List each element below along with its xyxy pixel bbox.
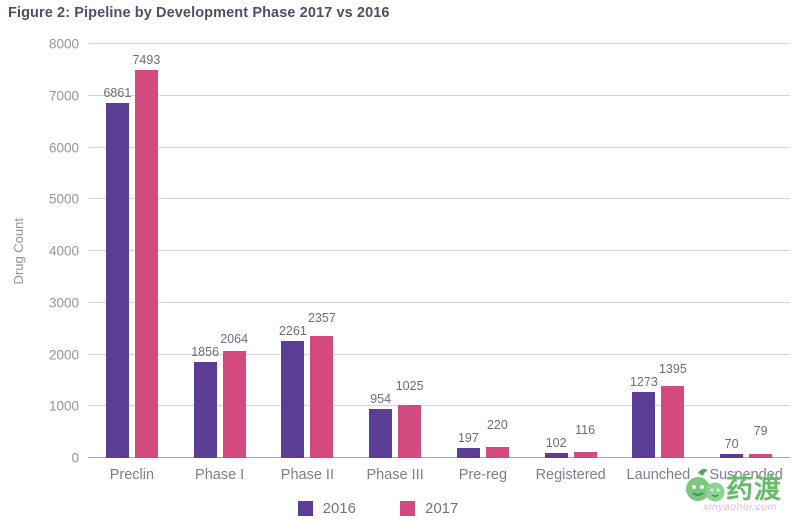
x-category-label-preclin: Preclin bbox=[109, 467, 155, 483]
legend-label-2017: 2017 bbox=[425, 500, 459, 517]
gridline bbox=[88, 353, 790, 355]
bar-2016-phase-i bbox=[193, 361, 217, 458]
watermark-mascot-icon bbox=[684, 467, 726, 512]
y-tick-label: 6000 bbox=[48, 140, 79, 155]
plot-area: 0 1000 2000 3000 4000 5000 6000 7000 8000 6861 749… bbox=[49, 37, 790, 483]
bar-2017-phase-iii bbox=[398, 404, 422, 458]
legend-item-2016: 2016 bbox=[297, 500, 356, 517]
y-tick-label: 7000 bbox=[48, 88, 79, 104]
value-label-2017-suspended: 79 bbox=[753, 424, 768, 439]
gridline bbox=[88, 405, 790, 407]
legend: 2016 2017 bbox=[0, 500, 778, 517]
value-label-2016-phase-iii: 954 bbox=[370, 391, 392, 406]
y-axis-label-wrap: Drug Count bbox=[6, 44, 30, 458]
y-tick-label: 1000 bbox=[48, 398, 79, 414]
value-label-2017-phase-ii: 2357 bbox=[307, 311, 336, 325]
y-tick-label: 2000 bbox=[48, 347, 79, 362]
gridline bbox=[88, 146, 790, 148]
watermark-row: 药渡 bbox=[684, 467, 782, 512]
y-tick-label: 3000 bbox=[48, 295, 79, 311]
value-label-2017-preclin: 7493 bbox=[132, 53, 161, 68]
legend-item-2017: 2017 bbox=[400, 500, 458, 517]
gridline bbox=[88, 250, 790, 251]
y-axis-label: Drug Count bbox=[10, 217, 26, 285]
gridline bbox=[88, 301, 790, 303]
value-label-2016-pre-reg: 197 bbox=[457, 430, 479, 445]
value-label-2017-launched: 1395 bbox=[658, 362, 687, 377]
y-tick-label: 8000 bbox=[48, 36, 79, 52]
gridline bbox=[88, 198, 790, 200]
x-category-label-suspended: Suspended bbox=[709, 467, 783, 483]
bar-2017-launched bbox=[661, 385, 685, 458]
x-category-label-registered: Registered bbox=[535, 467, 606, 483]
watermark: 药渡 xinyaohui.com bbox=[684, 467, 796, 515]
bar-2017-registered bbox=[573, 452, 597, 458]
value-label-2017-pre-reg: 220 bbox=[486, 417, 508, 432]
gridline bbox=[88, 43, 790, 44]
x-axis-line bbox=[88, 457, 790, 458]
value-label-2016-phase-ii: 2261 bbox=[278, 324, 307, 338]
bar-2017-phase-i bbox=[222, 351, 246, 458]
value-label-2016-preclin: 6861 bbox=[103, 85, 132, 100]
bar-2016-registered bbox=[544, 452, 568, 458]
chart-title: Figure 2: Pipeline by Development Phase … bbox=[8, 5, 390, 21]
legend-swatch-2016 bbox=[297, 501, 313, 516]
bar-2016-suspended bbox=[720, 454, 744, 458]
legend-label-2016: 2016 bbox=[322, 500, 356, 517]
bar-2017-preclin bbox=[134, 70, 158, 458]
legend-swatch-2017 bbox=[400, 501, 415, 516]
bar-2016-launched bbox=[632, 392, 656, 458]
y-tick-label: 0 bbox=[71, 450, 79, 466]
value-label-2016-registered: 102 bbox=[545, 435, 567, 450]
y-tick-label: 4000 bbox=[48, 243, 79, 259]
bar-2016-phase-iii bbox=[369, 408, 393, 458]
value-label-2017-registered: 116 bbox=[575, 422, 596, 437]
gridline bbox=[88, 94, 790, 96]
value-label-2017-phase-i: 2064 bbox=[220, 331, 249, 346]
x-category-label-phase-i: Phase I bbox=[195, 467, 245, 483]
x-category-label-phase-ii: Phase II bbox=[280, 467, 334, 483]
bar-2016-preclin bbox=[105, 102, 129, 458]
bar-2017-phase-ii bbox=[310, 336, 334, 458]
value-label-2016-phase-i: 1856 bbox=[191, 344, 220, 359]
value-label-2016-suspended: 70 bbox=[724, 437, 739, 452]
bar-2017-suspended bbox=[749, 453, 773, 458]
value-label-2017-phase-iii: 1025 bbox=[395, 378, 424, 393]
y-tick-label: 5000 bbox=[48, 191, 79, 207]
value-label-2016-launched: 1273 bbox=[629, 375, 658, 390]
watermark-logo-text: 药渡 bbox=[726, 474, 782, 504]
bar-2016-pre-reg bbox=[456, 447, 480, 458]
x-category-label-phase-iii: Phase III bbox=[366, 467, 424, 483]
x-category-label-launched: Launched bbox=[626, 467, 691, 483]
bar-2017-pre-reg bbox=[485, 446, 509, 458]
bar-2016-phase-ii bbox=[281, 341, 305, 458]
x-category-label-pre-reg: Pre-reg bbox=[458, 467, 508, 483]
watermark-url-text: xinyaohui.com bbox=[703, 501, 777, 513]
